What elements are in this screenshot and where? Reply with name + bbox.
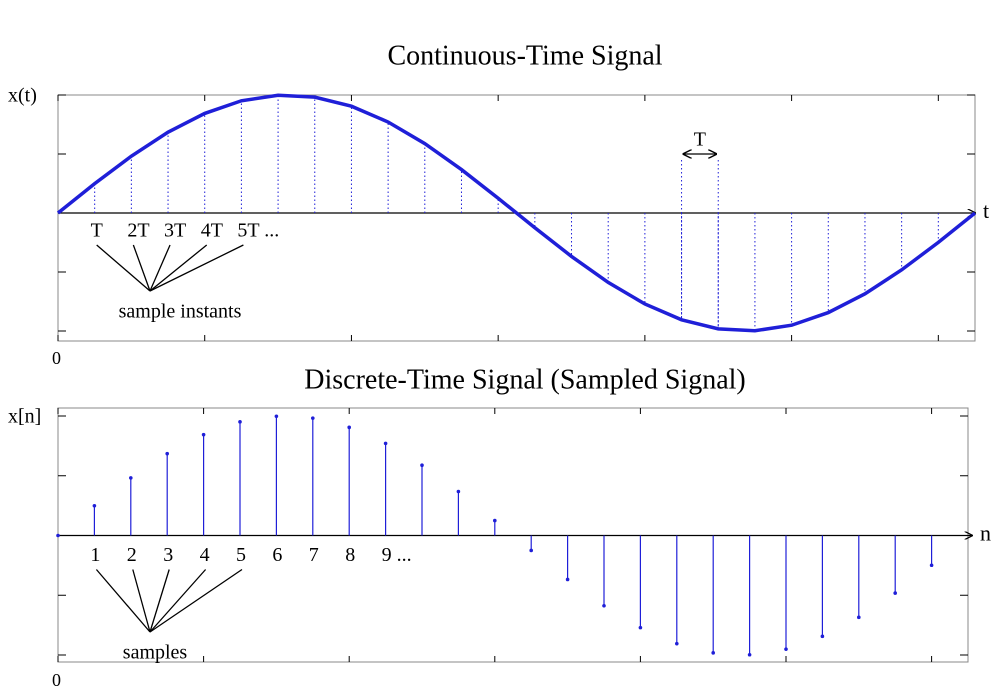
sample-label: 2T	[127, 220, 149, 242]
stem-marker	[92, 503, 97, 508]
sample-label: 9 ...	[382, 544, 412, 566]
stem-marker	[820, 634, 825, 639]
y-axis-label: x[n]	[8, 406, 41, 428]
stem-marker	[493, 518, 497, 523]
stem-marker	[456, 489, 461, 494]
sample-label: 5T ...	[237, 220, 279, 242]
y-axis-label: x(t)	[8, 85, 37, 107]
sample-label: 8	[345, 544, 355, 566]
sample-label: 4T	[201, 220, 223, 242]
sample-label: 2	[127, 544, 137, 566]
annotation-line	[96, 244, 151, 292]
annotation-line	[95, 569, 151, 633]
chart-title: Discrete-Time Signal (Sampled Signal)	[304, 364, 745, 395]
sample-label: 6	[272, 544, 282, 566]
sample-label: 5	[236, 544, 246, 566]
stem-marker	[420, 463, 424, 468]
signal-curve	[56, 93, 977, 333]
stem-marker	[383, 441, 388, 446]
stem-marker	[311, 416, 315, 420]
stem-marker	[602, 603, 606, 608]
origin-label: 0	[52, 670, 61, 688]
annotation-line	[149, 244, 244, 292]
stem-marker	[784, 647, 788, 651]
stem-marker	[56, 533, 60, 538]
sample-label: 4	[200, 544, 210, 566]
plot-box	[57, 94, 976, 342]
chart-title: Continuous-Time Signal	[387, 40, 662, 71]
stem-marker	[565, 577, 570, 582]
stem-marker	[893, 591, 897, 595]
stem-marker	[238, 420, 242, 424]
annotation-line	[149, 569, 170, 633]
sample-label: 1	[90, 544, 100, 566]
annotation-line	[149, 244, 208, 292]
x-axis-label: t	[983, 198, 989, 223]
period-label: T	[694, 129, 706, 151]
stem-marker	[529, 548, 533, 553]
x-axis-label: n	[980, 521, 991, 546]
stem-marker	[711, 651, 715, 655]
stem-marker	[129, 476, 133, 480]
stem-marker	[347, 425, 352, 430]
stem-marker	[675, 641, 679, 646]
annotation-line	[149, 569, 207, 633]
sample-label: 3T	[164, 220, 186, 242]
stem-marker	[857, 615, 861, 620]
stem-marker	[201, 432, 206, 437]
stem-marker	[274, 414, 279, 419]
stem-marker	[747, 652, 752, 657]
annotation-line	[149, 568, 243, 633]
stem-marker	[929, 563, 934, 568]
stem-marker	[165, 451, 169, 456]
annotation: samples	[123, 642, 188, 664]
annotation: sample instants	[119, 301, 242, 323]
sample-label: 7	[309, 544, 319, 566]
annotation-line	[132, 244, 151, 292]
sample-label: T	[91, 220, 103, 242]
stem-marker	[638, 625, 643, 630]
sample-label: 3	[163, 544, 173, 566]
annotation-line	[132, 569, 151, 633]
annotation-line	[149, 244, 171, 292]
origin-label: 0	[52, 348, 61, 368]
